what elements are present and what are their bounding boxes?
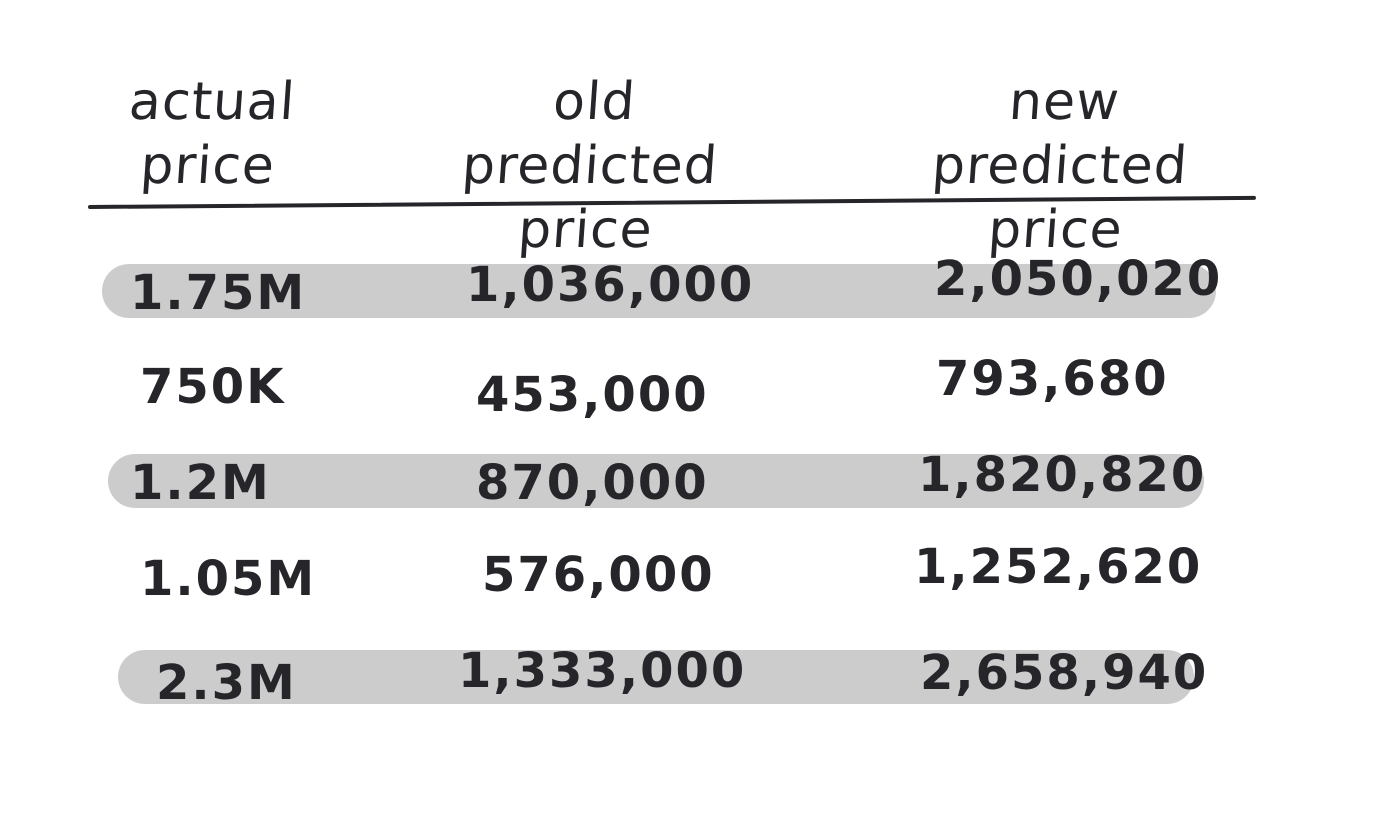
cell-actual-price: 750K	[140, 359, 286, 415]
header-old-line2: predicted price	[460, 136, 720, 260]
cell-old-predicted-price: 453,000	[476, 367, 709, 423]
cell-actual-price: 1.05M	[140, 551, 317, 607]
cell-new-predicted-price: 1,252,620	[914, 539, 1203, 595]
cell-actual-price: 2.3M	[156, 655, 297, 711]
header-new-line1: new	[1007, 72, 1122, 132]
row-highlight-band	[102, 264, 1216, 318]
cell-actual-price: 1.75M	[130, 265, 307, 321]
header-actual-line2: price	[138, 136, 278, 196]
cell-new-predicted-price: 2,658,940	[920, 645, 1209, 701]
header-actual-price: actual price	[106, 70, 315, 198]
row-highlight-band	[108, 454, 1204, 508]
cell-old-predicted-price: 576,000	[482, 547, 715, 603]
cell-new-predicted-price: 1,820,820	[918, 447, 1207, 503]
cell-new-predicted-price: 793,680	[936, 351, 1169, 407]
header-new-predicted-price: new predicted price	[873, 70, 1246, 262]
cell-old-predicted-price: 1,333,000	[458, 643, 747, 699]
cell-new-predicted-price: 2,050,020	[934, 251, 1223, 307]
cell-actual-price: 1.2M	[130, 455, 271, 511]
cell-old-predicted-price: 870,000	[476, 455, 709, 511]
header-old-line1: old	[551, 72, 638, 132]
row-highlight-band	[118, 650, 1194, 704]
header-actual-line1: actual	[127, 72, 298, 132]
header-old-predicted-price: old predicted price	[413, 70, 766, 262]
cell-old-predicted-price: 1,036,000	[466, 257, 755, 313]
